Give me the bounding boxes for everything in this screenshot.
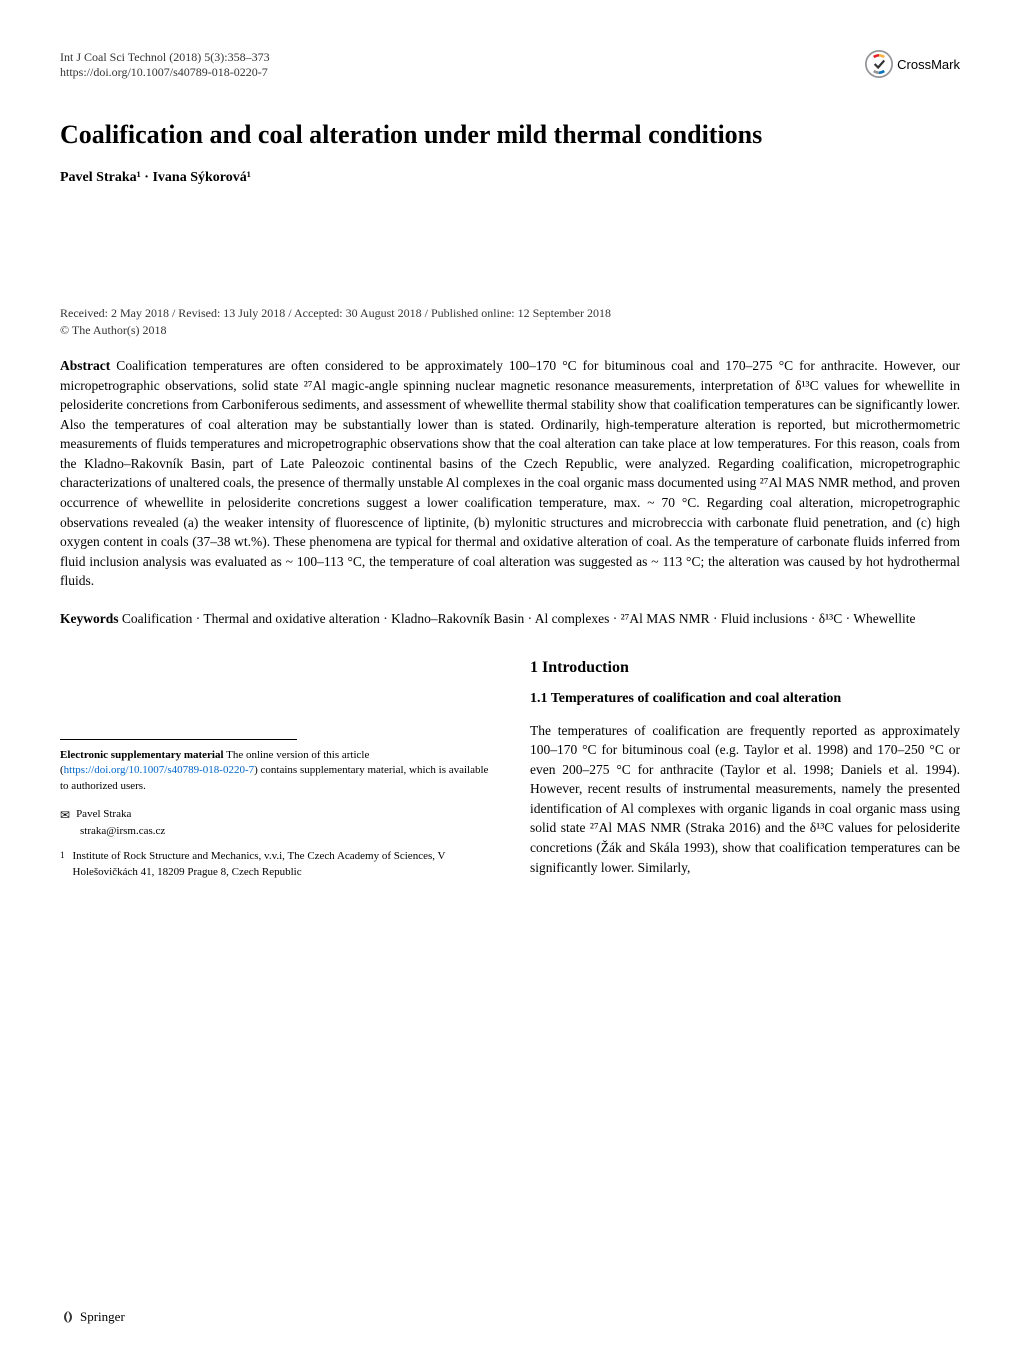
section-1-1-body: The temperatures of coalification are fr… <box>530 721 960 878</box>
keywords-block: Keywords Coalification · Thermal and oxi… <box>60 609 960 629</box>
article-title: Coalification and coal alteration under … <box>60 120 960 150</box>
journal-meta: Int J Coal Sci Technol (2018) 5(3):358–3… <box>60 50 270 80</box>
envelope-icon: ✉ <box>60 808 70 823</box>
left-column: Electronic supplementary material The on… <box>60 659 490 880</box>
corresponding-email: straka@irsm.cas.cz <box>80 825 490 837</box>
section-1-1-heading: 1.1 Temperatures of coalification and co… <box>530 689 960 709</box>
affiliation-text: Institute of Rock Structure and Mechanic… <box>73 849 491 880</box>
header-row: Int J Coal Sci Technol (2018) 5(3):358–3… <box>60 50 960 80</box>
supplementary-link[interactable]: https://doi.org/10.1007/s40789-018-0220-… <box>64 764 254 776</box>
copyright-line: © The Author(s) 2018 <box>60 323 960 338</box>
affiliation-number: 1 <box>60 849 65 880</box>
abstract-block: Abstract Coalification temperatures are … <box>60 356 960 591</box>
affiliation: 1 Institute of Rock Structure and Mechan… <box>60 849 490 880</box>
crossmark-text: CrossMark <box>897 57 960 72</box>
right-column: 1 Introduction 1.1 Temperatures of coali… <box>530 659 960 880</box>
supplementary-material: Electronic supplementary material The on… <box>60 748 490 794</box>
two-column-layout: Electronic supplementary material The on… <box>60 659 960 880</box>
springer-icon <box>60 1309 76 1325</box>
abstract-label: Abstract <box>60 358 110 373</box>
crossmark-badge[interactable]: CrossMark <box>865 50 960 78</box>
abstract-text: Coalification temperatures are often con… <box>60 358 960 588</box>
dates-line: Received: 2 May 2018 / Revised: 13 July … <box>60 306 960 321</box>
authors-line: Pavel Straka¹ · Ivana Sýkorová¹ <box>60 170 960 186</box>
corresponding-name: Pavel Straka <box>76 808 131 823</box>
corresponding-author: ✉ Pavel Straka <box>60 808 490 823</box>
supplementary-divider <box>60 739 297 740</box>
crossmark-icon <box>865 50 893 78</box>
supplementary-label: Electronic supplementary material <box>60 749 224 761</box>
section-1-heading: 1 Introduction <box>530 659 960 677</box>
springer-logo: Springer <box>60 1309 125 1325</box>
keywords-label: Keywords <box>60 611 119 626</box>
journal-line: Int J Coal Sci Technol (2018) 5(3):358–3… <box>60 50 270 65</box>
doi-line: https://doi.org/10.1007/s40789-018-0220-… <box>60 65 270 80</box>
springer-text: Springer <box>80 1309 125 1325</box>
keywords-text: Coalification · Thermal and oxidative al… <box>119 611 916 626</box>
